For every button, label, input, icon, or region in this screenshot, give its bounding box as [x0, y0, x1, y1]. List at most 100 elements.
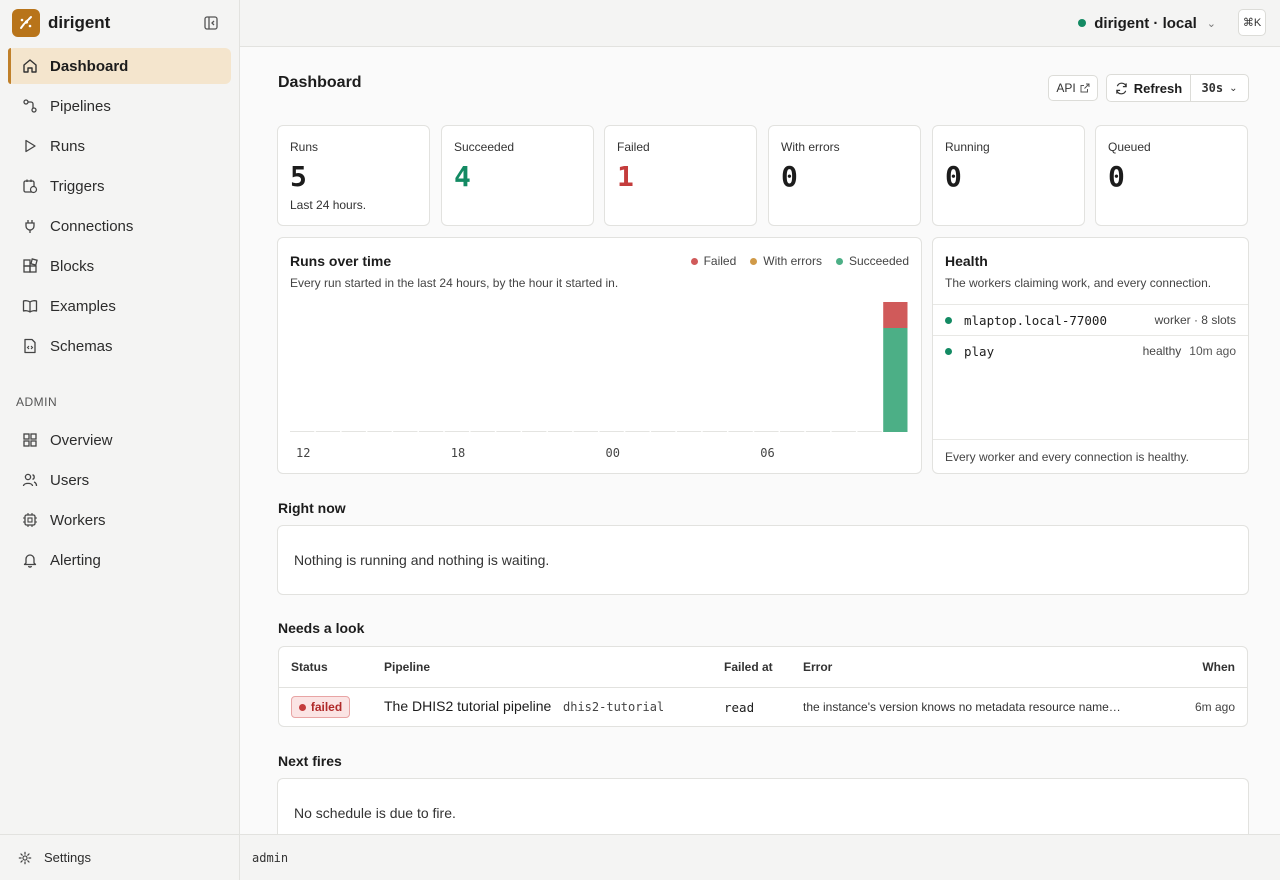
- chart-baseline-slot: [805, 431, 831, 432]
- brand[interactable]: dirigent: [12, 8, 110, 38]
- chart-baseline-slot: [857, 431, 882, 432]
- column-header-pipeline: Pipeline: [384, 660, 431, 674]
- x-tick-label: 18: [451, 446, 465, 460]
- sidebar-item-label: Alerting: [50, 551, 101, 569]
- health-name: mlaptop.local-77000: [964, 312, 1107, 328]
- api-button[interactable]: API: [1048, 75, 1098, 101]
- chart-baseline-slot: [341, 431, 366, 432]
- stat-label: Queued: [1108, 140, 1151, 154]
- stat-card-succeeded[interactable]: Succeeded 4: [441, 125, 594, 226]
- sidebar-item-schemas[interactable]: Schemas: [8, 328, 231, 364]
- sidebar-item-label: Overview: [50, 431, 113, 449]
- chart-baseline-slot: [831, 431, 856, 432]
- bar-succeeded-11[interactable]: [883, 328, 908, 432]
- collapse-sidebar-icon[interactable]: [202, 14, 220, 32]
- chart-baseline-slot: [367, 431, 392, 432]
- sidebar-item-label: Schemas: [50, 337, 113, 355]
- sidebar-item-label: Dashboard: [50, 57, 129, 75]
- sidebar-item-label: Triggers: [50, 177, 105, 195]
- right-now-card: Nothing is running and nothing is waitin…: [277, 525, 1249, 595]
- health-title: Health: [945, 253, 988, 269]
- sidebar-item-label: Connections: [50, 217, 134, 235]
- chevron-down-icon: ⌄: [1229, 82, 1238, 94]
- sidebar-item-runs[interactable]: Runs: [8, 128, 231, 164]
- statusbar: admin: [240, 834, 1280, 880]
- x-tick-label: 12: [296, 446, 310, 460]
- refresh-icon: [1116, 82, 1127, 94]
- legend-label: With errors: [763, 254, 822, 268]
- dirigent-logo-icon: [12, 9, 40, 37]
- health-row-worker[interactable]: mlaptop.local-77000 worker · 8 slots: [933, 304, 1248, 335]
- stat-card-with-errors[interactable]: With errors 0: [768, 125, 921, 226]
- legend-dot: [690, 257, 698, 265]
- stat-value: 0: [945, 160, 962, 193]
- chart-baseline-slot: [651, 431, 676, 432]
- chart-title: Runs over time: [290, 253, 392, 269]
- chart-baseline-slot: [780, 431, 805, 432]
- stat-label: Runs: [290, 140, 319, 154]
- pipeline-icon: [23, 99, 37, 113]
- sidebar-item-alerting[interactable]: Alerting: [8, 542, 231, 578]
- stat-sub: Last 24 hours.: [290, 198, 367, 212]
- sidebar-item-users[interactable]: Users: [8, 462, 231, 498]
- command-palette-button[interactable]: ⌘K: [1238, 9, 1266, 36]
- plug-icon: [25, 220, 35, 233]
- settings-link[interactable]: Settings: [0, 834, 239, 880]
- chart-legend: Failed With errors Succeeded: [677, 254, 909, 268]
- brand-name: dirigent: [48, 13, 111, 32]
- right-now-message: Nothing is running and nothing is waitin…: [294, 552, 550, 568]
- pipeline-name[interactable]: The DHIS2 tutorial pipeline: [384, 698, 552, 714]
- stat-card-running[interactable]: Running 0: [932, 125, 1085, 226]
- sidebar-item-workers[interactable]: Workers: [8, 502, 231, 538]
- legend-dot: [835, 257, 843, 265]
- sidebar-item-overview[interactable]: Overview: [8, 422, 231, 458]
- chart-baseline-slot: [418, 431, 444, 432]
- sidebar-item-connections[interactable]: Connections: [8, 208, 231, 244]
- book-icon: [22, 300, 38, 313]
- column-header-status: Status: [291, 660, 328, 674]
- current-user: admin: [252, 850, 289, 865]
- health-time: 10m ago: [1189, 344, 1236, 358]
- sidebar-item-triggers[interactable]: Triggers: [8, 168, 231, 204]
- grid-icon: [23, 433, 37, 447]
- stat-card-failed[interactable]: Failed 1: [604, 125, 757, 226]
- stat-card-queued[interactable]: Queued 0: [1095, 125, 1248, 226]
- stat-label: Failed: [617, 140, 650, 154]
- next-fires-card: No schedule is due to fire.: [277, 778, 1249, 838]
- stat-label: Succeeded: [454, 140, 515, 154]
- chart-baseline-slot: [496, 431, 521, 432]
- health-row-connection[interactable]: play healthy 10m ago: [933, 335, 1248, 366]
- sidebar-item-blocks[interactable]: Blocks: [8, 248, 231, 284]
- failed-at-step: read: [724, 700, 755, 715]
- chart-baseline-slot: [625, 431, 650, 432]
- chart-baseline-slot: [547, 431, 573, 432]
- refresh-button[interactable]: Refresh: [1107, 75, 1191, 101]
- chevron-down-icon: ⌄: [1206, 17, 1216, 30]
- page-title: Dashboard: [278, 74, 362, 91]
- sidebar-item-dashboard[interactable]: Dashboard: [8, 48, 231, 84]
- column-header-error: Error: [803, 660, 833, 674]
- sidebar-item-examples[interactable]: Examples: [8, 288, 231, 324]
- chart-baseline-slot: [754, 431, 779, 432]
- right-now-title: Right now: [278, 500, 346, 516]
- environment-switcher[interactable]: dirigent · local ⌄: [1078, 12, 1216, 34]
- x-tick-label: 00: [606, 446, 620, 460]
- refresh-controls: Refresh 30s ⌄: [1106, 74, 1249, 102]
- status-badge: failed: [291, 696, 350, 718]
- status-dot: [945, 316, 952, 324]
- stat-label: With errors: [781, 140, 840, 154]
- column-header-failed-at: Failed at: [724, 660, 773, 674]
- chart-baseline-slot: [522, 431, 547, 432]
- legend-failed: Failed: [690, 254, 736, 268]
- environment-name: dirigent · local: [1094, 14, 1197, 32]
- refresh-interval-select[interactable]: 30s ⌄: [1191, 75, 1248, 101]
- stat-value: 5: [290, 160, 307, 193]
- runs-chart-plot: 12 18 00 06: [290, 302, 908, 460]
- stat-value: 0: [781, 160, 798, 193]
- chart-baseline-slot: [444, 431, 470, 432]
- stat-card-runs[interactable]: Runs 5 Last 24 hours.: [277, 125, 430, 226]
- bar-failed-11[interactable]: [883, 302, 908, 328]
- table-header-divider: [279, 687, 1247, 688]
- gear-icon: [18, 851, 32, 864]
- sidebar-item-pipelines[interactable]: Pipelines: [8, 88, 231, 124]
